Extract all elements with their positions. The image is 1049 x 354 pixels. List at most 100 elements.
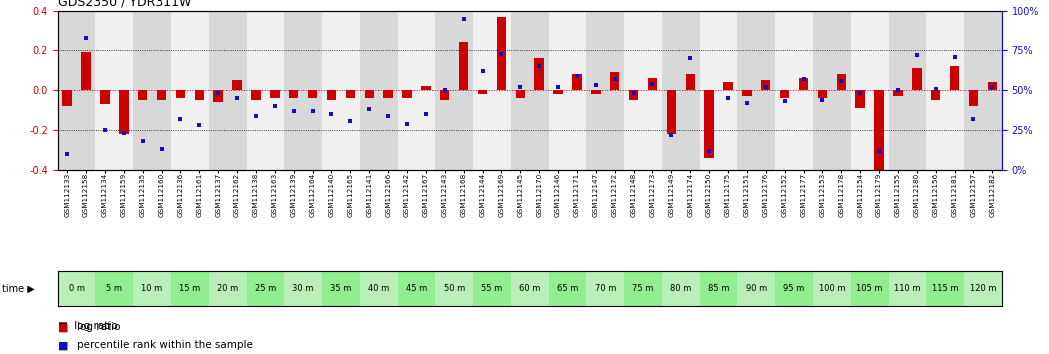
Text: 90 m: 90 m [746, 284, 767, 293]
Bar [912, 68, 921, 90]
Bar [194, 90, 204, 100]
Bar [586, 271, 624, 306]
Bar [874, 90, 883, 170]
Bar [209, 11, 247, 170]
Bar [62, 90, 71, 106]
Bar [421, 86, 430, 90]
Text: 40 m: 40 m [368, 284, 389, 293]
Bar [586, 11, 624, 170]
Bar [58, 11, 95, 170]
Bar [473, 271, 511, 306]
Bar [95, 11, 133, 170]
Bar [251, 90, 260, 100]
Text: 20 m: 20 m [217, 284, 238, 293]
Bar [889, 11, 926, 170]
Bar [398, 271, 435, 306]
Text: 70 m: 70 m [595, 284, 616, 293]
Text: 75 m: 75 m [633, 284, 654, 293]
Text: 115 m: 115 m [932, 284, 959, 293]
Bar [58, 271, 95, 306]
Bar [930, 90, 940, 100]
Bar [554, 90, 562, 94]
Bar [322, 11, 360, 170]
Bar [704, 90, 713, 158]
Bar [926, 11, 964, 170]
Text: 95 m: 95 m [784, 284, 805, 293]
Bar [775, 271, 813, 306]
Bar [327, 90, 336, 100]
Bar [666, 90, 676, 134]
Bar [700, 11, 737, 170]
Text: ■  log ratio: ■ log ratio [58, 321, 117, 331]
Bar [322, 271, 360, 306]
Bar [893, 90, 902, 96]
Text: 65 m: 65 m [557, 284, 578, 293]
Bar [964, 11, 1002, 170]
Text: 5 m: 5 m [106, 284, 123, 293]
Bar [270, 90, 279, 98]
Text: time ▶: time ▶ [2, 284, 35, 293]
Bar [156, 90, 166, 100]
Bar [247, 271, 284, 306]
Bar [798, 78, 808, 90]
Bar [511, 271, 549, 306]
Text: 100 m: 100 m [818, 284, 845, 293]
Bar [851, 271, 889, 306]
Text: 80 m: 80 m [670, 284, 691, 293]
Text: percentile rank within the sample: percentile rank within the sample [77, 340, 253, 350]
Bar [662, 11, 700, 170]
Bar [82, 52, 90, 90]
Bar [137, 90, 147, 100]
Bar [284, 271, 322, 306]
Bar [345, 90, 355, 98]
Bar [171, 271, 209, 306]
Bar [402, 90, 411, 98]
Bar [686, 74, 694, 90]
Bar [360, 11, 398, 170]
Bar [477, 90, 487, 94]
Bar [549, 271, 586, 306]
Bar [737, 11, 775, 170]
Bar [232, 80, 241, 90]
Bar [889, 271, 926, 306]
Bar [987, 82, 997, 90]
Bar [647, 78, 657, 90]
Text: log ratio: log ratio [77, 322, 120, 332]
Bar [398, 11, 435, 170]
Bar [836, 74, 845, 90]
Bar [175, 90, 185, 98]
Text: ■: ■ [58, 340, 68, 350]
Bar [964, 271, 1002, 306]
Bar [209, 271, 247, 306]
Bar [307, 90, 317, 98]
Bar [813, 271, 851, 306]
Bar [817, 90, 827, 98]
Text: 35 m: 35 m [330, 284, 351, 293]
Bar [95, 271, 133, 306]
Text: 60 m: 60 m [519, 284, 540, 293]
Bar [214, 90, 222, 102]
Text: 10 m: 10 m [142, 284, 163, 293]
Bar [779, 90, 789, 98]
Text: 120 m: 120 m [969, 284, 997, 293]
Bar [133, 271, 171, 306]
Text: GDS2350 / YDR311W: GDS2350 / YDR311W [58, 0, 191, 8]
Bar [290, 90, 298, 98]
Text: 55 m: 55 m [481, 284, 502, 293]
Bar [855, 90, 864, 108]
Bar [737, 271, 775, 306]
Bar [609, 72, 619, 90]
Bar [100, 90, 109, 104]
Bar [926, 271, 964, 306]
Bar [435, 11, 473, 170]
Bar [761, 80, 770, 90]
Bar [851, 11, 889, 170]
Bar [662, 271, 700, 306]
Bar [723, 82, 732, 90]
Bar [496, 17, 506, 90]
Bar [247, 11, 284, 170]
Bar [572, 74, 581, 90]
Bar [473, 11, 511, 170]
Text: 85 m: 85 m [708, 284, 729, 293]
Text: ■: ■ [58, 322, 68, 332]
